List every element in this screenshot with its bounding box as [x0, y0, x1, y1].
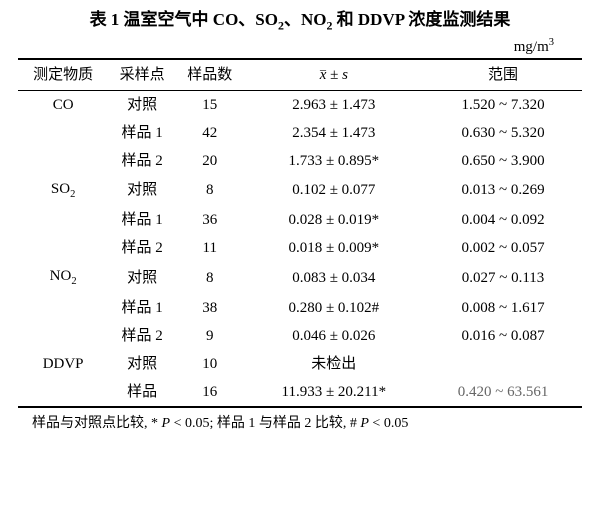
cell-n: 11 [176, 234, 244, 262]
cell-range: 1.520 ~ 7.320 [424, 90, 582, 119]
cell-substance: SO2 [18, 175, 108, 207]
cell-n: 15 [176, 90, 244, 119]
cell-n: 9 [176, 322, 244, 350]
cell-stat: 0.280 ± 0.102# [244, 294, 424, 322]
table-row: 样品 1422.354 ± 1.4730.630 ~ 5.320 [18, 119, 582, 147]
cell-stat: 2.354 ± 1.473 [244, 119, 424, 147]
cell-substance: DDVP [18, 350, 108, 378]
stat-s: s [342, 67, 348, 83]
cell-range: 0.002 ~ 0.057 [424, 234, 582, 262]
cell-n: 36 [176, 206, 244, 234]
cell-n: 20 [176, 147, 244, 175]
cell-site: 对照 [108, 262, 176, 294]
cell-site: 样品 1 [108, 294, 176, 322]
col-stat: _ x ± s [244, 59, 424, 91]
cell-range: 0.016 ~ 0.087 [424, 322, 582, 350]
cell-stat: 2.963 ± 1.473 [244, 90, 424, 119]
col-range: 范围 [424, 59, 582, 91]
cell-substance [18, 206, 108, 234]
cell-n: 42 [176, 119, 244, 147]
xbar-symbol: _ x [320, 66, 327, 84]
table-row: NO2对照80.083 ± 0.0340.027 ~ 0.113 [18, 262, 582, 294]
cell-substance [18, 322, 108, 350]
table-row: DDVP对照10未检出 [18, 350, 582, 378]
cell-stat: 11.933 ± 20.211* [244, 378, 424, 407]
cell-site: 对照 [108, 90, 176, 119]
table-row: CO对照152.963 ± 1.4731.520 ~ 7.320 [18, 90, 582, 119]
unit-text: mg/m [514, 39, 549, 55]
table-footnote: 样品与对照点比较, * P < 0.05; 样品 1 与样品 2 比较, # P… [18, 416, 582, 433]
cell-site: 样品 [108, 378, 176, 407]
cell-site: 对照 [108, 175, 176, 207]
footnote-part-c: < 0.05; 样品 1 与样品 2 比较, # [170, 416, 360, 431]
cell-stat: 0.102 ± 0.077 [244, 175, 424, 207]
footnote-part-a: 样品与对照点比较, * [32, 416, 162, 431]
data-table: 测定物质 采样点 样品数 _ x ± s 范围 CO对照152.963 ± 1.… [18, 58, 582, 408]
cell-site: 样品 2 [108, 322, 176, 350]
unit-exp: 3 [549, 37, 554, 48]
table-row: 样品 2110.018 ± 0.009*0.002 ~ 0.057 [18, 234, 582, 262]
cell-site: 样品 2 [108, 234, 176, 262]
cell-n: 38 [176, 294, 244, 322]
cell-substance: CO [18, 90, 108, 119]
cell-stat: 0.018 ± 0.009* [244, 234, 424, 262]
footnote-p1: P [162, 416, 171, 431]
cell-stat: 0.028 ± 0.019* [244, 206, 424, 234]
caption-part-3: 和 DDVP 浓度监测结果 [332, 10, 510, 29]
header-row: 测定物质 采样点 样品数 _ x ± s 范围 [18, 59, 582, 91]
cell-substance [18, 234, 108, 262]
cell-range: 0.027 ~ 0.113 [424, 262, 582, 294]
cell-range: 0.420 ~ 63.561 [424, 378, 582, 407]
table-row: 样品 1380.280 ± 0.102#0.008 ~ 1.617 [18, 294, 582, 322]
cell-range: 0.650 ~ 3.900 [424, 147, 582, 175]
unit-label: mg/m3 [18, 37, 582, 56]
cell-substance [18, 378, 108, 407]
caption-part-1: 表 1 温室空气中 CO、SO [90, 10, 278, 29]
cell-site: 对照 [108, 350, 176, 378]
footnote-part-e: < 0.05 [369, 416, 408, 431]
table-row: 样品1611.933 ± 20.211*0.420 ~ 63.561 [18, 378, 582, 407]
cell-stat: 0.083 ± 0.034 [244, 262, 424, 294]
footnote-p2: P [360, 416, 369, 431]
cell-range: 0.013 ~ 0.269 [424, 175, 582, 207]
cell-site: 样品 1 [108, 206, 176, 234]
col-n: 样品数 [176, 59, 244, 91]
cell-substance: NO2 [18, 262, 108, 294]
cell-n: 16 [176, 378, 244, 407]
stat-pm: ± [326, 67, 342, 83]
cell-n: 8 [176, 262, 244, 294]
cell-range: 0.630 ~ 5.320 [424, 119, 582, 147]
cell-site: 样品 1 [108, 119, 176, 147]
col-site: 采样点 [108, 59, 176, 91]
col-substance: 测定物质 [18, 59, 108, 91]
cell-stat: 未检出 [244, 350, 424, 378]
cell-stat: 0.046 ± 0.026 [244, 322, 424, 350]
table-row: SO2对照80.102 ± 0.0770.013 ~ 0.269 [18, 175, 582, 207]
cell-substance [18, 147, 108, 175]
cell-range: 0.004 ~ 0.092 [424, 206, 582, 234]
table-body: CO对照152.963 ± 1.4731.520 ~ 7.320样品 1422.… [18, 90, 582, 407]
cell-n: 8 [176, 175, 244, 207]
cell-range: 0.008 ~ 1.617 [424, 294, 582, 322]
cell-site: 样品 2 [108, 147, 176, 175]
table-figure: 表 1 温室空气中 CO、SO2、NO2 和 DDVP 浓度监测结果 mg/m3… [0, 0, 600, 507]
table-row: 样品 2201.733 ± 0.895*0.650 ~ 3.900 [18, 147, 582, 175]
cell-range [424, 350, 582, 378]
cell-substance [18, 294, 108, 322]
cell-stat: 1.733 ± 0.895* [244, 147, 424, 175]
table-row: 样品 1360.028 ± 0.019*0.004 ~ 0.092 [18, 206, 582, 234]
table-caption: 表 1 温室空气中 CO、SO2、NO2 和 DDVP 浓度监测结果 [18, 10, 582, 33]
table-row: 样品 290.046 ± 0.0260.016 ~ 0.087 [18, 322, 582, 350]
caption-part-2: 、NO [284, 10, 327, 29]
cell-n: 10 [176, 350, 244, 378]
cell-substance [18, 119, 108, 147]
